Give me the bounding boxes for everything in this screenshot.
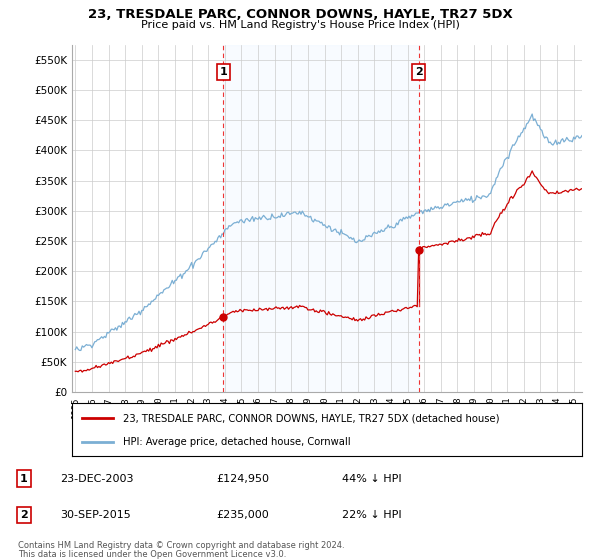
Text: This data is licensed under the Open Government Licence v3.0.: This data is licensed under the Open Gov… — [18, 550, 286, 559]
Text: £235,000: £235,000 — [216, 510, 269, 520]
Text: 23, TRESDALE PARC, CONNOR DOWNS, HAYLE, TR27 5DX (detached house): 23, TRESDALE PARC, CONNOR DOWNS, HAYLE, … — [123, 413, 499, 423]
Text: 22% ↓ HPI: 22% ↓ HPI — [342, 510, 401, 520]
Text: 2: 2 — [20, 510, 28, 520]
Text: HPI: Average price, detached house, Cornwall: HPI: Average price, detached house, Corn… — [123, 436, 350, 446]
Text: 23, TRESDALE PARC, CONNOR DOWNS, HAYLE, TR27 5DX: 23, TRESDALE PARC, CONNOR DOWNS, HAYLE, … — [88, 8, 512, 21]
Text: 23-DEC-2003: 23-DEC-2003 — [60, 474, 133, 484]
Text: £124,950: £124,950 — [216, 474, 269, 484]
Text: 1: 1 — [20, 474, 28, 484]
Text: 1: 1 — [220, 67, 227, 77]
Text: 44% ↓ HPI: 44% ↓ HPI — [342, 474, 401, 484]
Text: Contains HM Land Registry data © Crown copyright and database right 2024.: Contains HM Land Registry data © Crown c… — [18, 541, 344, 550]
Bar — [223, 45, 419, 392]
Text: Price paid vs. HM Land Registry's House Price Index (HPI): Price paid vs. HM Land Registry's House … — [140, 20, 460, 30]
Text: 30-SEP-2015: 30-SEP-2015 — [60, 510, 131, 520]
Text: 2: 2 — [415, 67, 422, 77]
